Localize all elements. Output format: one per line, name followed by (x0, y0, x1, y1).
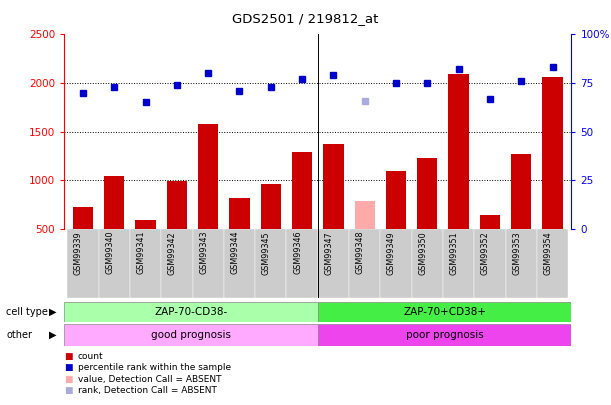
Text: percentile rank within the sample: percentile rank within the sample (78, 363, 231, 372)
Bar (318, 302, 571, 322)
Bar (229, 198, 250, 229)
Bar (67, 229, 98, 298)
Bar (380, 229, 412, 298)
Text: GSM99340: GSM99340 (105, 231, 114, 275)
Text: GSM99352: GSM99352 (481, 231, 490, 275)
Bar (64, 302, 318, 322)
Text: cell type: cell type (6, 307, 48, 317)
Text: other: other (6, 330, 32, 340)
Bar (318, 324, 571, 346)
Text: GSM99354: GSM99354 (544, 231, 552, 275)
Bar (64, 324, 318, 346)
Bar (260, 184, 281, 229)
Text: ▶: ▶ (49, 307, 56, 317)
Bar (448, 74, 469, 229)
Text: GSM99349: GSM99349 (387, 231, 396, 275)
Bar (104, 176, 125, 229)
Bar (98, 229, 130, 298)
Bar (417, 158, 437, 229)
Text: poor prognosis: poor prognosis (406, 330, 483, 340)
Text: ■: ■ (64, 352, 73, 361)
Text: ZAP-70-CD38-: ZAP-70-CD38- (155, 307, 227, 317)
Bar (224, 229, 255, 298)
Text: GSM99353: GSM99353 (512, 231, 521, 275)
Text: ▶: ▶ (49, 330, 56, 340)
Text: GSM99346: GSM99346 (293, 231, 302, 275)
Bar (287, 229, 318, 298)
Text: ZAP-70+CD38+: ZAP-70+CD38+ (403, 307, 486, 317)
Text: GSM99345: GSM99345 (262, 231, 271, 275)
Bar (354, 200, 375, 229)
Bar (412, 229, 443, 298)
Text: good prognosis: good prognosis (151, 330, 231, 340)
Bar (192, 229, 224, 298)
Bar (543, 77, 563, 229)
Text: GSM99347: GSM99347 (324, 231, 334, 275)
Bar (198, 124, 218, 229)
Text: GSM99343: GSM99343 (199, 231, 208, 275)
Bar (511, 154, 532, 229)
Bar (130, 229, 161, 298)
Text: rank, Detection Call = ABSENT: rank, Detection Call = ABSENT (78, 386, 216, 395)
Bar (73, 207, 93, 229)
Text: ■: ■ (64, 363, 73, 372)
Bar (386, 171, 406, 229)
Text: GSM99341: GSM99341 (136, 231, 145, 275)
Bar (318, 229, 349, 298)
Bar (480, 215, 500, 229)
Text: GDS2501 / 219812_at: GDS2501 / 219812_at (232, 12, 379, 25)
Bar (255, 229, 287, 298)
Bar (136, 220, 156, 229)
Text: count: count (78, 352, 103, 361)
Bar (505, 229, 537, 298)
Bar (167, 181, 187, 229)
Bar (161, 229, 192, 298)
Bar (323, 144, 343, 229)
Bar (474, 229, 505, 298)
Text: GSM99348: GSM99348 (356, 231, 365, 275)
Text: value, Detection Call = ABSENT: value, Detection Call = ABSENT (78, 375, 221, 384)
Text: GSM99350: GSM99350 (419, 231, 427, 275)
Bar (292, 152, 312, 229)
Text: GSM99344: GSM99344 (230, 231, 240, 275)
Bar (537, 229, 568, 298)
Text: GSM99342: GSM99342 (168, 231, 177, 275)
Bar (349, 229, 380, 298)
Text: GSM99351: GSM99351 (450, 231, 459, 275)
Text: GSM99339: GSM99339 (74, 231, 83, 275)
Bar (443, 229, 474, 298)
Text: ■: ■ (64, 386, 73, 395)
Text: ■: ■ (64, 375, 73, 384)
